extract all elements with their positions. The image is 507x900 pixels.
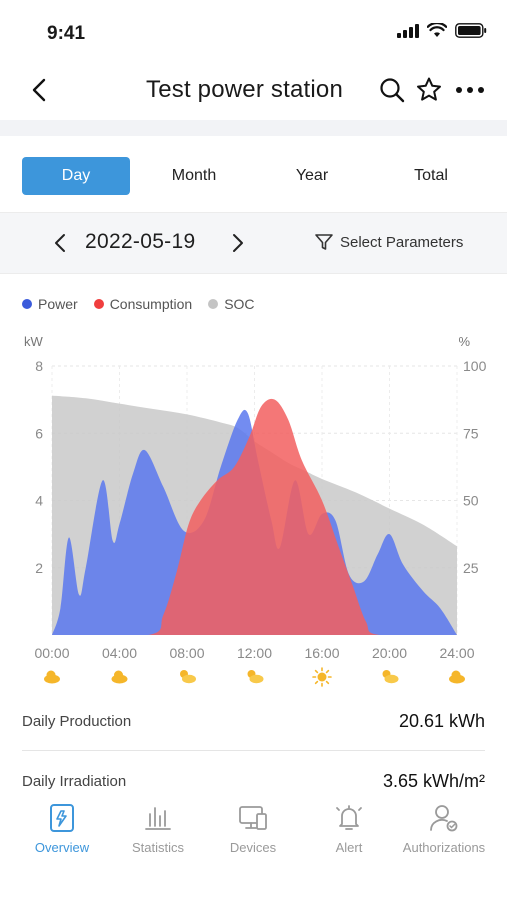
daily-production-label: Daily Production — [22, 712, 132, 730]
overview-icon — [50, 804, 74, 832]
section-separator — [0, 120, 507, 136]
previous-date-icon[interactable] — [50, 231, 72, 255]
nav-overview-label: Overview — [34, 840, 90, 855]
chart-legend: Power Consumption SOC — [22, 296, 255, 312]
cloudy-icon — [111, 670, 128, 684]
tab-total[interactable]: Total — [414, 167, 448, 184]
x-tick-label: 04:00 — [102, 645, 137, 661]
x-tick-label: 16:00 — [304, 645, 339, 661]
legend-label-power: Power — [38, 296, 78, 312]
status-time: 9:41 — [47, 23, 86, 44]
search-icon[interactable] — [378, 76, 406, 104]
battery-icon — [455, 23, 487, 38]
y-right-unit-label: % — [458, 334, 470, 349]
summary-divider — [22, 750, 485, 751]
status-bar: 9:41 — [0, 0, 507, 60]
authorizations-icon — [430, 805, 458, 832]
y-right-tick-label: 50 — [463, 493, 479, 509]
legend-consumption[interactable]: Consumption — [93, 296, 193, 312]
bottom-navigation: Overview Statistics Devices Alert Au — [0, 790, 507, 900]
y-left-tick-label: 2 — [35, 560, 43, 576]
more-options-icon[interactable] — [454, 76, 486, 104]
cellular-signal-icon — [397, 23, 419, 38]
daily-production-row: Daily Production 20.61 kWh — [22, 692, 485, 750]
y-left-tick-label: 4 — [35, 493, 43, 509]
cloudy-icon — [44, 670, 60, 684]
period-tabs: Day Month Year Total — [0, 136, 507, 212]
daily-irradiation-row: Daily Irradiation 3.65 kWh/m² — [22, 752, 485, 810]
y-right-tick-label: 75 — [463, 425, 479, 441]
nav-authorizations-label: Authorizations — [402, 840, 486, 855]
y-right-tick-label: 25 — [463, 560, 479, 576]
nav-authorizations[interactable]: Authorizations — [394, 802, 494, 855]
select-parameters-button[interactable]: Select Parameters — [314, 232, 463, 252]
partly-sunny-icon — [382, 670, 399, 684]
tab-year[interactable]: Year — [295, 167, 329, 184]
nav-bar: Test power station — [0, 60, 507, 120]
page-title: Test power station — [146, 76, 344, 103]
wifi-icon — [427, 23, 447, 37]
y-left-tick-label: 8 — [35, 358, 43, 374]
x-tick-label: 00:00 — [34, 645, 69, 661]
legend-dot-consumption — [93, 299, 104, 309]
legend-label-consumption: Consumption — [109, 296, 193, 312]
select-parameters-label: Select Parameters — [340, 233, 464, 251]
sunny-icon — [312, 667, 332, 687]
daily-irradiation-label: Daily Irradiation — [22, 772, 127, 790]
daily-production-value: 20.61 kWh — [398, 710, 485, 731]
legend-dot-soc — [208, 299, 219, 309]
x-tick-label: 12:00 — [237, 645, 272, 661]
legend-power[interactable]: Power — [22, 296, 78, 312]
cloudy-icon — [449, 670, 465, 684]
x-tick-label: 24:00 — [439, 645, 474, 661]
nav-devices-label: Devices — [229, 840, 277, 855]
power-chart[interactable]: kW% 8 6 4 2 100 75 50 25 00:00 04:00 08:00 12:00 16:0… — [0, 330, 507, 700]
daily-irradiation-value: 3.65 kWh/m² — [382, 770, 485, 791]
y-left-unit-label: kW — [24, 334, 44, 349]
date-selector: 2022-05-19 Select Parameters — [0, 212, 507, 274]
legend-dot-power — [22, 299, 32, 309]
nav-statistics[interactable]: Statistics — [108, 802, 208, 855]
power-chart-svg: kW % 8 6 4 2 100 75 50 25 00:00 04:00 08:00 12:00 16:0… — [24, 334, 487, 687]
x-tick-label: 20:00 — [372, 645, 407, 661]
tab-day[interactable]: Day — [22, 157, 130, 195]
alert-bell-icon — [336, 805, 362, 830]
selected-date[interactable]: 2022-05-19 — [85, 230, 196, 253]
legend-label-soc: SOC — [224, 296, 255, 312]
partly-sunny-icon — [180, 670, 196, 684]
partly-sunny-icon — [247, 670, 264, 684]
y-left-tick-label: 6 — [35, 425, 43, 441]
statistics-icon — [145, 807, 171, 830]
devices-icon — [239, 806, 267, 830]
next-date-icon[interactable] — [226, 231, 248, 255]
x-tick-label: 08:00 — [169, 645, 204, 661]
nav-alert[interactable]: Alert — [299, 802, 399, 855]
status-icons — [397, 23, 487, 38]
nav-devices[interactable]: Devices — [203, 802, 303, 855]
nav-statistics-label: Statistics — [131, 840, 184, 855]
series-area-consumption — [52, 398, 457, 635]
nav-overview[interactable]: Overview — [12, 802, 112, 855]
star-icon[interactable] — [415, 76, 443, 104]
filter-icon — [315, 234, 333, 250]
y-right-tick-label: 100 — [463, 358, 487, 374]
nav-alert-label: Alert — [335, 840, 363, 855]
tab-month[interactable]: Month — [171, 167, 217, 184]
back-arrow-icon[interactable] — [26, 76, 54, 104]
legend-soc[interactable]: SOC — [208, 296, 255, 312]
